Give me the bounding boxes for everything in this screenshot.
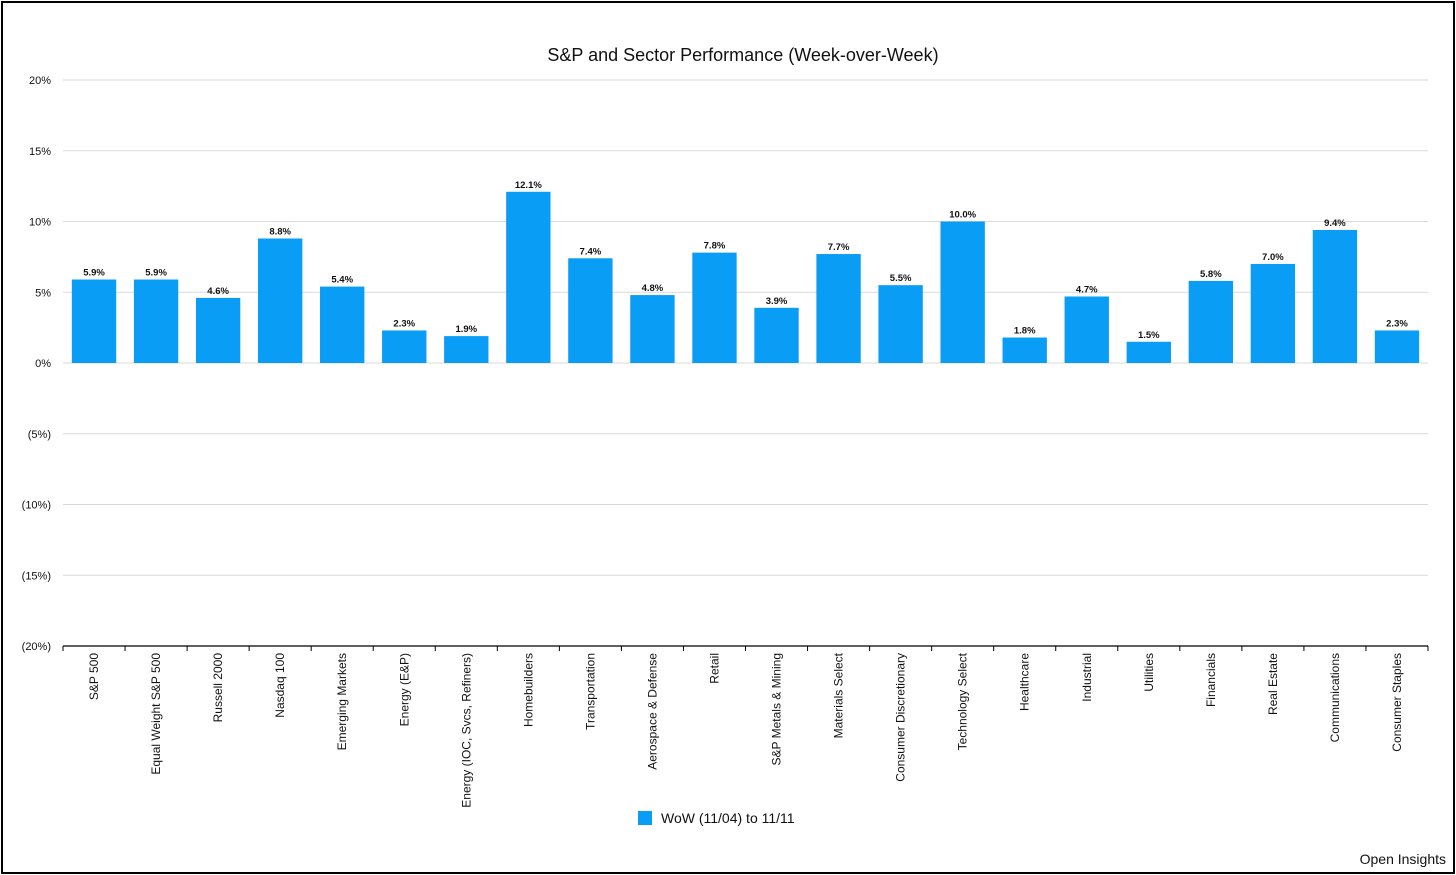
x-axis: S&P 500 Equal Weight S&P 500 Russell 2000 N… bbox=[62, 646, 1429, 808]
x-tick-label: Communications bbox=[1328, 653, 1342, 742]
data-label: 4.6% bbox=[207, 286, 229, 297]
y-tick-label: 15% bbox=[29, 146, 51, 158]
x-tick-label: Aerospace & Defense bbox=[645, 653, 659, 770]
bar bbox=[506, 191, 551, 363]
bar bbox=[133, 279, 179, 363]
bar bbox=[320, 286, 365, 363]
data-label: 1.8% bbox=[1014, 326, 1036, 337]
data-label: 4.7% bbox=[1076, 284, 1098, 295]
data-label: 5.5% bbox=[890, 273, 912, 284]
y-tick-label: 10% bbox=[29, 217, 51, 229]
bar bbox=[1002, 337, 1047, 363]
x-tick-label: Energy (IOC, Svcs, Refiners) bbox=[459, 653, 473, 808]
x-tick-label: Transportation bbox=[583, 653, 597, 730]
bar bbox=[692, 252, 737, 363]
data-label: 2.3% bbox=[393, 318, 415, 329]
x-tick-label: Healthcare bbox=[1018, 653, 1032, 711]
chart-title: S&P and Sector Performance (Week-over-We… bbox=[547, 45, 938, 65]
bar bbox=[195, 297, 241, 363]
bar bbox=[1374, 330, 1420, 363]
y-tick-label: (20%) bbox=[22, 641, 51, 653]
x-tick-label: Materials Select bbox=[832, 652, 846, 738]
x-tick-label: Equal Weight S&P 500 bbox=[149, 653, 163, 775]
data-label: 9.4% bbox=[1324, 218, 1346, 229]
bar bbox=[1312, 229, 1358, 363]
data-label: 7.4% bbox=[580, 246, 602, 257]
y-tick-label: (5%) bbox=[28, 429, 51, 441]
data-label: 2.3% bbox=[1386, 318, 1408, 329]
bar bbox=[754, 307, 799, 363]
bar bbox=[1250, 263, 1296, 363]
data-label: 7.8% bbox=[704, 241, 726, 252]
data-label: 8.8% bbox=[269, 226, 291, 237]
bar bbox=[1188, 280, 1234, 363]
x-tick-label: Energy (E&P) bbox=[397, 653, 411, 726]
x-tick-label: Industrial bbox=[1080, 653, 1094, 702]
legend-label: WoW (11/04) to 11/11 bbox=[661, 810, 795, 826]
x-tick-label: Consumer Staples bbox=[1390, 653, 1404, 752]
bar bbox=[1126, 341, 1171, 363]
source-credit: Open Insights bbox=[1359, 851, 1446, 867]
x-tick-label: S&P 500 bbox=[87, 653, 101, 700]
data-label: 3.9% bbox=[766, 296, 788, 307]
x-tick-label: Utilities bbox=[1142, 653, 1156, 692]
data-label: 5.9% bbox=[83, 268, 105, 279]
bar bbox=[630, 295, 675, 363]
x-tick-label: S&P Metals & Mining bbox=[770, 653, 784, 766]
x-tick-label: Consumer Discretionary bbox=[894, 653, 908, 782]
data-label: 5.9% bbox=[145, 268, 167, 279]
bar bbox=[444, 336, 489, 363]
data-label: 10.0% bbox=[949, 210, 976, 221]
data-labels: 5.9% 5.9% 4.6% 8.8% 5.4% 2.3% 1.9% 12.1% 7.4% 4.8… bbox=[83, 180, 1408, 341]
y-tick-label: (15%) bbox=[22, 570, 51, 582]
y-tick-label: (10%) bbox=[22, 500, 51, 512]
data-label: 5.8% bbox=[1200, 269, 1222, 280]
x-tick-label: Nasdaq 100 bbox=[273, 653, 287, 718]
x-tick-label: Financials bbox=[1204, 653, 1218, 707]
y-axis: 20% 15% 10% 5% 0% (5%) (10%) (15%) (20%) bbox=[22, 75, 52, 653]
x-tick-label: Retail bbox=[707, 653, 721, 684]
x-tick-label: Russell 2000 bbox=[211, 653, 225, 723]
bar bbox=[1064, 296, 1109, 363]
data-label: 4.8% bbox=[642, 283, 664, 294]
x-tick-label: Technology Select bbox=[956, 652, 970, 750]
y-tick-label: 20% bbox=[29, 75, 51, 87]
bar bbox=[878, 285, 923, 363]
bar bbox=[940, 221, 985, 363]
bars bbox=[71, 191, 1420, 363]
data-label: 5.4% bbox=[331, 275, 353, 286]
x-tick-label: Real Estate bbox=[1266, 653, 1280, 715]
bar bbox=[568, 258, 613, 363]
bar bbox=[816, 254, 861, 363]
data-label: 1.5% bbox=[1138, 330, 1160, 341]
y-tick-label: 0% bbox=[35, 358, 51, 370]
data-label: 1.9% bbox=[455, 324, 477, 335]
bar bbox=[257, 238, 303, 363]
bar bbox=[71, 279, 117, 363]
data-label: 7.0% bbox=[1262, 252, 1284, 263]
bar bbox=[382, 330, 427, 363]
data-label: 7.7% bbox=[828, 242, 850, 253]
data-label: 12.1% bbox=[515, 180, 542, 191]
y-tick-label: 5% bbox=[35, 287, 51, 299]
x-tick-label: Homebuilders bbox=[521, 653, 535, 727]
legend-swatch bbox=[638, 811, 652, 825]
legend: WoW (11/04) to 11/11 bbox=[638, 810, 795, 826]
x-tick-label: Emerging Markets bbox=[335, 653, 349, 750]
